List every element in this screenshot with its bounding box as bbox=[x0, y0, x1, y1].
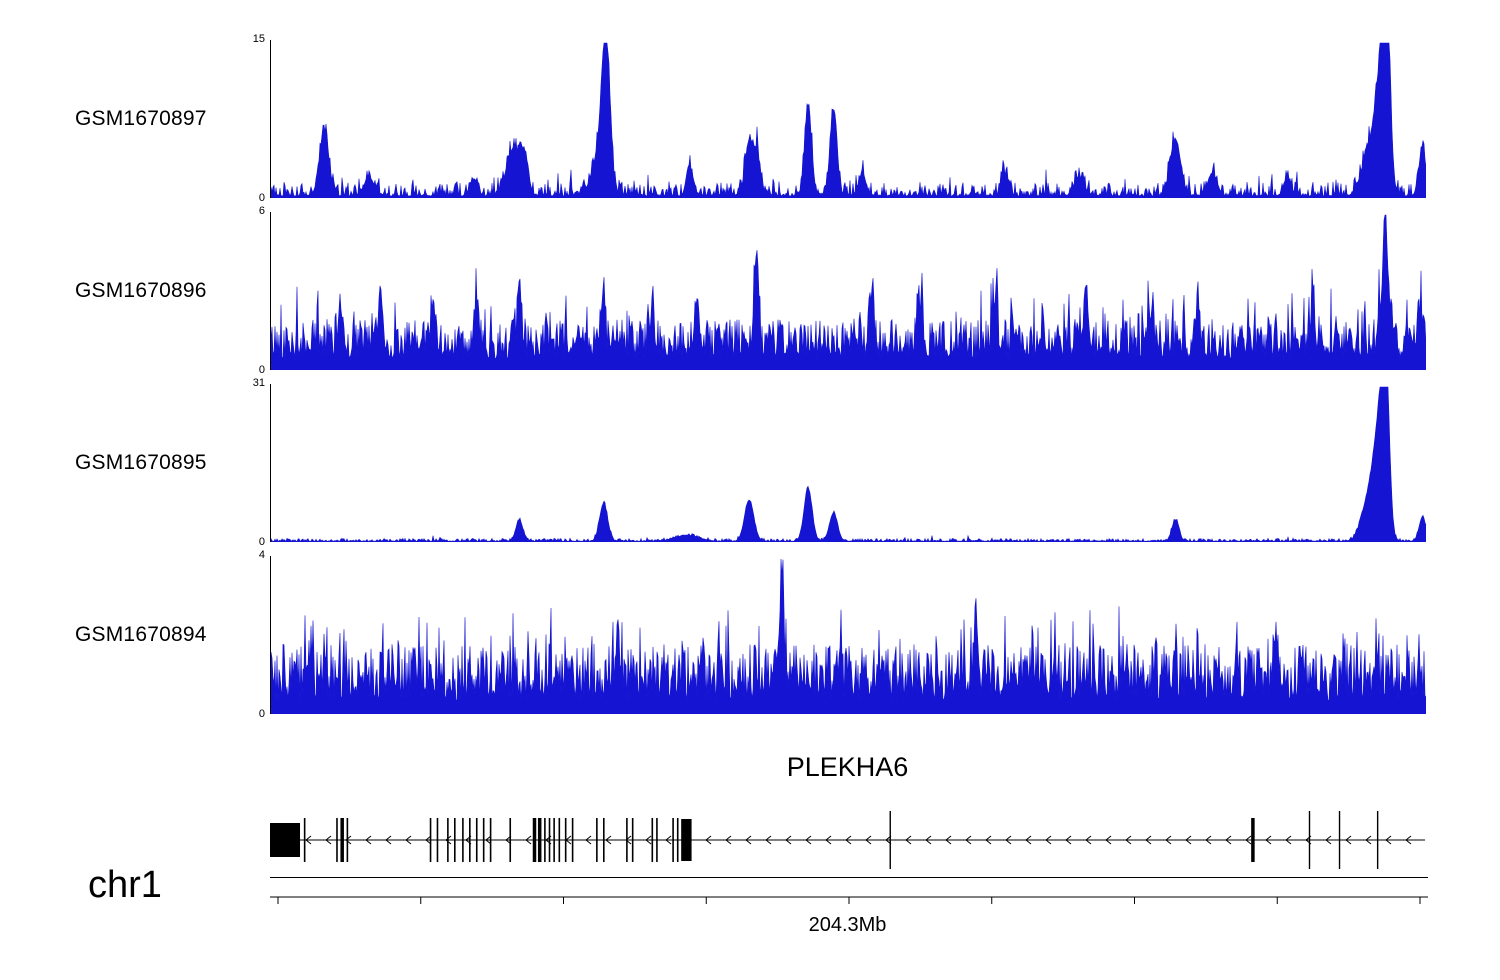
track-plot-area: 6 0 bbox=[259, 205, 1426, 376]
y-axis-max-label: 6 bbox=[258, 205, 265, 217]
signal-track: GSM1670897 15 0 bbox=[0, 33, 1500, 204]
y-axis-max-label: 15 bbox=[252, 33, 265, 45]
y-axis-min-label: 0 bbox=[258, 192, 265, 204]
gene-name-label: PLEKHA6 bbox=[786, 752, 909, 782]
y-axis-max-label: 4 bbox=[258, 549, 265, 561]
signal-track: GSM1670895 31 0 bbox=[0, 377, 1500, 548]
y-axis-min-label: 0 bbox=[258, 364, 265, 376]
y-axis-min-label: 0 bbox=[258, 536, 265, 548]
signal-track: GSM1670894 4 0 bbox=[0, 549, 1500, 720]
track-label: GSM1670895 bbox=[75, 451, 207, 474]
chromosome-label: chr1 bbox=[88, 864, 162, 906]
y-axis-min-label: 0 bbox=[258, 708, 265, 720]
coverage-area-chart bbox=[271, 558, 1426, 714]
position-label: 204.3Mb bbox=[808, 914, 887, 936]
track-plot-area: 4 0 bbox=[259, 549, 1426, 720]
coverage-area-chart bbox=[271, 42, 1426, 198]
coverage-area-chart bbox=[271, 214, 1426, 370]
track-label: GSM1670894 bbox=[75, 623, 207, 646]
signal-track: GSM1670896 6 0 bbox=[0, 205, 1500, 376]
genomic-coordinate-ruler bbox=[270, 896, 1428, 904]
y-axis-max-label: 31 bbox=[252, 377, 265, 389]
coverage-area-chart bbox=[271, 386, 1426, 542]
track-label: GSM1670896 bbox=[75, 279, 207, 302]
gene-track-baseline bbox=[270, 877, 1428, 878]
track-plot-area: 15 0 bbox=[253, 33, 1426, 204]
gene-model-track bbox=[270, 811, 1425, 869]
track-label: GSM1670897 bbox=[75, 107, 207, 130]
track-plot-area: 31 0 bbox=[253, 377, 1426, 548]
